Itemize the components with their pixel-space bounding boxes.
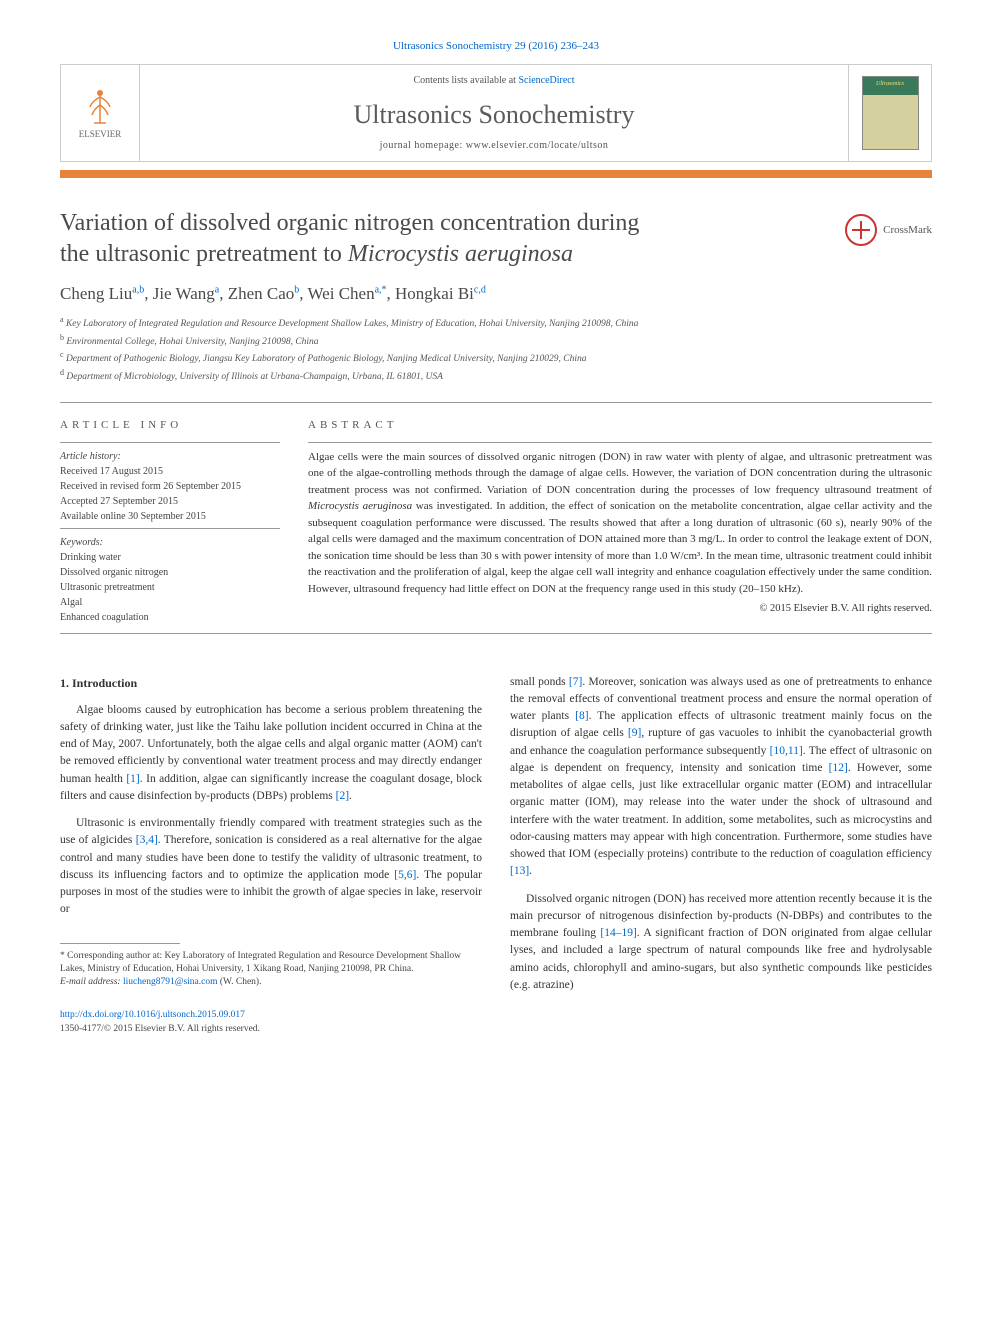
text: . However, some metabolites of algae cel… xyxy=(510,762,932,860)
corr-email-line: E-mail address: liucheng8791@sina.com (W… xyxy=(60,976,482,989)
info-abstract-row: ARTICLE INFO Article history: Received 1… xyxy=(60,403,932,625)
ref-link[interactable]: [1] xyxy=(126,773,139,785)
journal-homepage: journal homepage: www.elsevier.com/locat… xyxy=(150,140,838,151)
email-suffix: (W. Chen). xyxy=(217,977,261,987)
top-citation: Ultrasonics Sonochemistry 29 (2016) 236–… xyxy=(60,40,932,52)
journal-header: ELSEVIER Contents lists available at Sci… xyxy=(60,64,932,162)
crossmark-badge[interactable]: CrossMark xyxy=(845,214,932,246)
elsevier-logo[interactable]: ELSEVIER xyxy=(61,65,140,161)
history-label: Article history: xyxy=(60,449,280,464)
ref-link[interactable]: [14–19] xyxy=(600,927,636,939)
contents-available: Contents lists available at ScienceDirec… xyxy=(150,75,838,86)
affiliations: a Key Laboratory of Integrated Regulatio… xyxy=(60,314,932,384)
corr-divider xyxy=(60,943,180,944)
cover-title: Ultrasonics xyxy=(865,81,916,87)
article-info: ARTICLE INFO Article history: Received 1… xyxy=(60,403,280,625)
journal-cover[interactable]: Ultrasonics xyxy=(848,65,931,161)
crossmark-icon xyxy=(845,214,877,246)
history-lines: Received 17 August 2015Received in revis… xyxy=(60,464,280,524)
authors-line: Cheng Liua,b, Jie Wanga, Zhen Caob, Wei … xyxy=(60,284,932,304)
abstract-species: Microcystis aeruginosa xyxy=(308,500,412,512)
elsevier-tree-icon xyxy=(80,87,120,127)
article-title: Variation of dissolved organic nitrogen … xyxy=(60,208,825,270)
info-divider xyxy=(60,442,280,443)
homepage-url[interactable]: www.elsevier.com/locate/ultson xyxy=(466,140,609,151)
paragraph: Algae blooms caused by eutrophication ha… xyxy=(60,702,482,806)
text: . xyxy=(349,790,352,802)
corr-text: * Corresponding author at: Key Laborator… xyxy=(60,950,482,977)
homepage-prefix: journal homepage: xyxy=(380,140,466,151)
section-divider xyxy=(60,633,932,634)
abstract-pre: Algae cells were the main sources of dis… xyxy=(308,451,932,496)
intro-heading: 1. Introduction xyxy=(60,674,482,692)
ref-link[interactable]: [9] xyxy=(628,727,641,739)
abstract-divider xyxy=(308,442,932,443)
column-right: small ponds [7]. Moreover, sonication wa… xyxy=(510,674,932,1036)
email-link[interactable]: liucheng8791@sina.com xyxy=(123,977,218,987)
abstract-text: Algae cells were the main sources of dis… xyxy=(308,449,932,598)
ref-link[interactable]: [13] xyxy=(510,865,529,877)
paragraph: Ultrasonic is environmentally friendly c… xyxy=(60,815,482,919)
abstract-post: was investigated. In addition, the effec… xyxy=(308,500,932,595)
paragraph: Dissolved organic nitrogen (DON) has rec… xyxy=(510,891,932,995)
paragraph: small ponds [7]. Moreover, sonication wa… xyxy=(510,674,932,881)
doi-link[interactable]: http://dx.doi.org/10.1016/j.ultsonch.201… xyxy=(60,1010,245,1020)
publisher-name: ELSEVIER xyxy=(79,129,122,139)
keywords-label: Keywords: xyxy=(60,535,280,550)
ref-link[interactable]: [2] xyxy=(336,790,349,802)
ref-link[interactable]: [12] xyxy=(829,762,848,774)
header-center: Contents lists available at ScienceDirec… xyxy=(140,65,848,161)
copyright: © 2015 Elsevier B.V. All rights reserved… xyxy=(308,601,932,617)
ref-link[interactable]: [10,11] xyxy=(770,745,803,757)
sciencedirect-link[interactable]: ScienceDirect xyxy=(518,75,574,86)
article-info-heading: ARTICLE INFO xyxy=(60,417,280,434)
contents-prefix: Contents lists available at xyxy=(413,75,518,86)
column-left: 1. Introduction Algae blooms caused by e… xyxy=(60,674,482,1036)
text: . xyxy=(529,865,532,877)
text: small ponds xyxy=(510,676,569,688)
body-columns: 1. Introduction Algae blooms caused by e… xyxy=(60,674,932,1036)
ref-link[interactable]: [5,6] xyxy=(394,869,416,881)
abstract-heading: ABSTRACT xyxy=(308,417,932,434)
ref-link[interactable]: [7] xyxy=(569,676,582,688)
cover-thumbnail: Ultrasonics xyxy=(862,76,919,150)
keywords-block: Keywords: Drinking waterDissolved organi… xyxy=(60,535,280,625)
email-label: E-mail address: xyxy=(60,977,123,987)
title-line2-pre: the ultrasonic pretreatment to xyxy=(60,241,348,267)
keywords-list: Drinking waterDissolved organic nitrogen… xyxy=(60,550,280,625)
info-divider-2 xyxy=(60,528,280,529)
journal-name: Ultrasonics Sonochemistry xyxy=(150,100,838,130)
title-species: Microcystis aeruginosa xyxy=(348,241,573,267)
abstract: ABSTRACT Algae cells were the main sourc… xyxy=(308,403,932,625)
title-line1: Variation of dissolved organic nitrogen … xyxy=(60,210,639,236)
ref-link[interactable]: [3,4] xyxy=(136,834,158,846)
doi-block: http://dx.doi.org/10.1016/j.ultsonch.201… xyxy=(60,1009,482,1036)
issn-line: 1350-4177/© 2015 Elsevier B.V. All right… xyxy=(60,1024,260,1034)
page-root: Ultrasonics Sonochemistry 29 (2016) 236–… xyxy=(0,0,992,1076)
title-row: Variation of dissolved organic nitrogen … xyxy=(60,208,932,284)
accent-bar xyxy=(60,170,932,178)
ref-link[interactable]: [8] xyxy=(575,710,588,722)
corresponding-author: * Corresponding author at: Key Laborator… xyxy=(60,950,482,990)
crossmark-label: CrossMark xyxy=(883,224,932,236)
